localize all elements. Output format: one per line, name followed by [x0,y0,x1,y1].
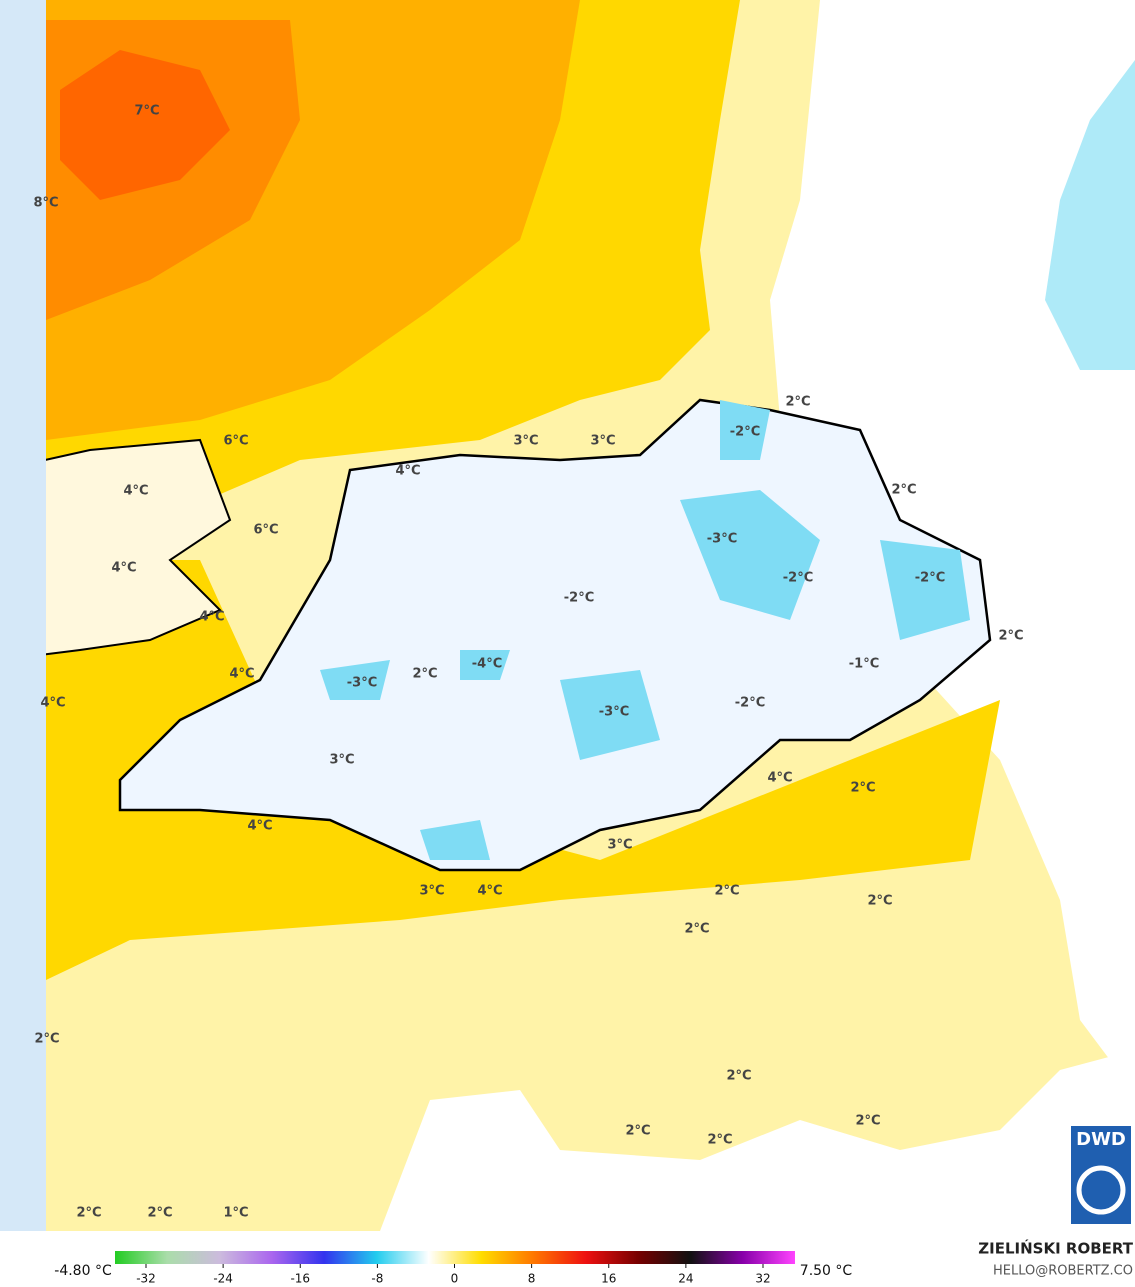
contour-label: 1°C [223,1206,248,1221]
credit-name: ZIELIŃSKI ROBERT [978,1239,1133,1258]
contour-label: 2°C [867,894,892,909]
cold-area [380,1050,1135,1231]
colorbar-max: 7.50 °C [800,1263,853,1279]
contour-label: 8°C [33,196,58,211]
contour-label: 4°C [111,561,136,576]
contour-label: 7°C [134,104,159,119]
contour-label: 3°C [513,434,538,449]
cold-area [1045,60,1135,370]
contour-label: 2°C [726,1069,751,1084]
contour-label: 4°C [247,819,272,834]
frame-strip [0,0,46,1231]
contour-label: 2°C [412,667,437,682]
contour-label: 2°C [714,884,739,899]
contour-label: 2°C [998,629,1023,644]
contour-label: 2°C [684,922,709,937]
colorbar-tick-label: 32 [755,1272,770,1286]
contour-label: -3°C [707,532,737,547]
colorbar-tick-label: 8 [528,1272,536,1286]
contour-label: -2°C [564,591,594,606]
contour-label: -4°C [472,657,502,672]
contour-label: 2°C [34,1032,59,1047]
contour-label: 6°C [223,434,248,449]
contour-label: 2°C [891,483,916,498]
contour-label: -3°C [599,705,629,720]
contour-label: 4°C [199,610,224,625]
colorbar-tick-label: -8 [371,1272,383,1286]
contour-label: 2°C [855,1114,880,1129]
warm-area [46,560,1000,980]
contour-label: 4°C [123,484,148,499]
logo-text: DWD [1076,1129,1126,1150]
contour-label: 3°C [607,838,632,853]
colorbar [115,1251,795,1264]
contour-label: 2°C [625,1124,650,1139]
contour-label: -2°C [735,696,765,711]
logo-box [1071,1126,1131,1224]
contour-label: -2°C [783,571,813,586]
contour-label: 4°C [40,696,65,711]
contour-label: 3°C [590,434,615,449]
contour-label: 2°C [76,1206,101,1221]
contour-label: 6°C [253,523,278,538]
cold-area [770,0,1135,1060]
contour-label: 2°C [147,1206,172,1221]
contour-label: 3°C [419,884,444,899]
colorbar-tick-label: 24 [678,1272,693,1286]
contour-label: 4°C [395,464,420,479]
logo-swirl [1076,1165,1126,1215]
contour-label: -3°C [347,676,377,691]
colorbar-tick-label: 0 [451,1272,459,1286]
contour-label: 4°C [229,667,254,682]
contour-label: -2°C [915,571,945,586]
contour-label: 4°C [767,771,792,786]
contour-label: -2°C [730,425,760,440]
colorbar-tick-label: -16 [290,1272,310,1286]
colorbar-min: -4.80 °C [54,1263,112,1279]
colorbar-tick-label: -32 [136,1272,156,1286]
contour-label: 2°C [850,781,875,796]
colorbar-tick-label: -24 [213,1272,233,1286]
colorbar-tick-label: 16 [601,1272,616,1286]
credit-contact: HELLO@ROBERTZ.CO [993,1264,1133,1279]
contour-label: -1°C [849,657,879,672]
contour-label: 3°C [329,753,354,768]
warm-area [60,50,230,200]
contour-label: 2°C [785,395,810,410]
contour-label: 4°C [477,884,502,899]
contour-label: 2°C [707,1133,732,1148]
